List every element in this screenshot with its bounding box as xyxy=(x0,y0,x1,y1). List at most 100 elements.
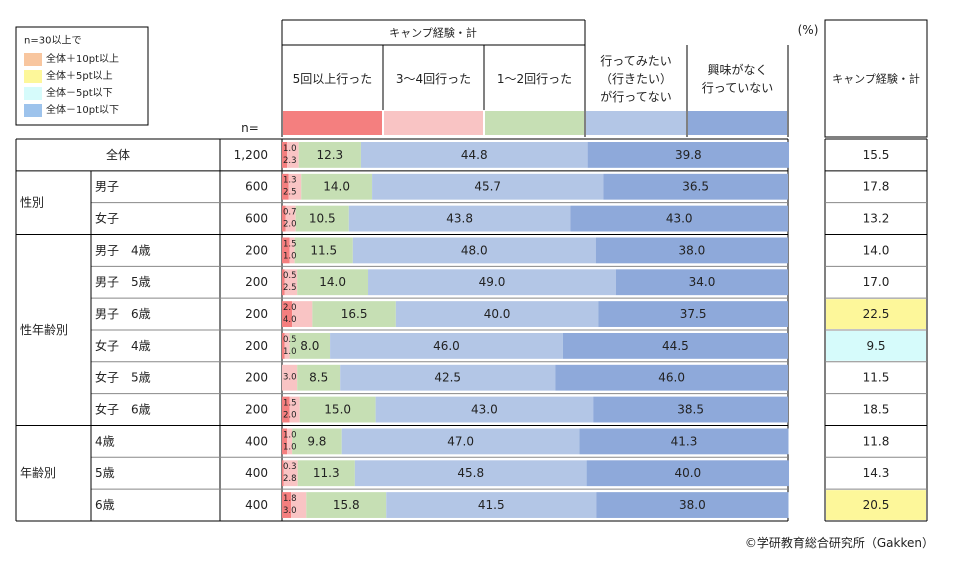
total-highlight xyxy=(826,299,926,329)
bar-label-small: 2.5 xyxy=(283,188,297,198)
bar-segment xyxy=(289,237,295,264)
bar-segment xyxy=(284,332,290,359)
bar-label: 46.0 xyxy=(433,339,460,353)
row-n: 200 xyxy=(245,403,268,417)
row-label: 女子 6歳 xyxy=(95,402,151,417)
bar-segment xyxy=(330,332,563,359)
bar-label: 8.5 xyxy=(309,371,328,385)
total-header-label: キャンプ経験・計 xyxy=(832,72,920,86)
bar-label-small: 2.0 xyxy=(283,220,297,230)
row-label: 男子 5歳 xyxy=(95,275,151,289)
bar-label: 9.8 xyxy=(307,434,326,448)
bar-segment xyxy=(282,142,288,168)
legend-series-label: 1～2回行った xyxy=(497,72,572,86)
row-label: 6歳 xyxy=(95,498,115,512)
bar-label: 34.0 xyxy=(689,275,716,289)
legend-swatch xyxy=(24,87,42,100)
total-value: 9.5 xyxy=(866,339,885,353)
bar-label-small: 1.0 xyxy=(283,144,297,154)
row-label: 女子 xyxy=(95,211,119,226)
bar-label-small: 3.0 xyxy=(283,373,297,383)
bar-label: 44.8 xyxy=(461,148,488,162)
bar-label: 46.0 xyxy=(658,371,685,385)
n-header: n= xyxy=(241,121,259,135)
bar-label: 44.5 xyxy=(662,339,689,353)
total-value: 11.8 xyxy=(863,434,890,448)
bar-segment xyxy=(297,269,369,296)
bar-label: 41.3 xyxy=(671,434,698,448)
legend-swatch xyxy=(24,104,42,117)
bar-label: 48.0 xyxy=(461,243,488,257)
bar-segment xyxy=(284,269,298,296)
row-n: 400 xyxy=(245,498,268,512)
bar-segment xyxy=(348,205,571,232)
bar-segment xyxy=(283,460,298,487)
legend-series-label: 3～4回行った xyxy=(396,72,471,86)
row-n: 400 xyxy=(245,434,268,448)
legend-series-label: 行ってみたい xyxy=(600,54,671,68)
bar-segment xyxy=(555,364,788,391)
bar-segment xyxy=(579,428,789,455)
series-swatch xyxy=(384,111,483,135)
bar-segment xyxy=(312,301,396,327)
bar-label: 11.5 xyxy=(310,243,337,257)
bar-label: 43.0 xyxy=(666,212,693,226)
bar-segment xyxy=(603,173,788,200)
total-value: 14.0 xyxy=(863,243,890,257)
bar-segment xyxy=(595,237,788,264)
bar-label-small: 1.0 xyxy=(283,430,297,440)
bar-segment xyxy=(306,492,387,518)
bar-segment xyxy=(294,237,353,264)
bar-segment xyxy=(395,301,599,327)
bar-segment xyxy=(287,428,293,455)
legend-series-label: 行っていない xyxy=(702,81,773,95)
bar-label: 47.0 xyxy=(447,434,474,448)
bar-segment xyxy=(587,142,790,168)
bar-segment xyxy=(570,205,788,232)
bar-label: 37.5 xyxy=(680,307,707,321)
total-highlight xyxy=(826,490,926,520)
total-value: 14.3 xyxy=(863,466,890,480)
bar-segment xyxy=(282,269,285,296)
bar-label: 42.5 xyxy=(434,371,461,385)
bar-label-small: 0.7 xyxy=(283,208,297,218)
bar-segment xyxy=(285,205,296,232)
bar-segment xyxy=(298,142,361,168)
bar-label: 38.0 xyxy=(679,498,706,512)
series-swatch xyxy=(586,111,686,135)
bar-segment xyxy=(299,396,376,423)
bar-segment xyxy=(282,460,284,487)
legend-swatch xyxy=(24,70,42,83)
bar-segment xyxy=(360,142,588,168)
bar-segment xyxy=(282,332,285,359)
row-n: 600 xyxy=(245,212,268,226)
row-label: 全体 xyxy=(106,147,130,162)
row-label: 女子 4歳 xyxy=(95,338,151,353)
bar-label-small: 2.0 xyxy=(283,411,297,421)
row-label: 男子 4歳 xyxy=(95,243,151,257)
group-label: 性別 xyxy=(20,196,44,210)
legend-series-label: が行ってない xyxy=(600,89,671,104)
bar-label: 39.8 xyxy=(675,148,702,162)
header-group-label: キャンプ経験・計 xyxy=(389,26,477,40)
bar-segment xyxy=(282,428,288,455)
bar-segment xyxy=(288,173,302,200)
row-n: 200 xyxy=(245,275,268,289)
row-n: 1,200 xyxy=(234,148,268,162)
bar-segment xyxy=(287,142,299,168)
bar-label: 41.5 xyxy=(478,498,505,512)
bar-label-small: 0.5 xyxy=(283,335,297,345)
unit-label: (%) xyxy=(798,23,819,37)
bar-segment xyxy=(282,492,292,518)
bar-label: 14.0 xyxy=(323,180,350,194)
legend-series-label: 興味がなく xyxy=(707,62,767,77)
bar-label-small: 2.0 xyxy=(283,303,297,313)
legend-label: 全体＋5pt以上 xyxy=(46,69,113,82)
bar-label: 43.8 xyxy=(446,212,473,226)
total-value: 17.8 xyxy=(863,180,890,194)
bar-segment xyxy=(282,364,298,391)
row-label: 男子 xyxy=(95,180,119,194)
total-highlight xyxy=(826,330,926,361)
bar-label: 40.0 xyxy=(674,466,701,480)
bar-segment xyxy=(295,205,349,232)
